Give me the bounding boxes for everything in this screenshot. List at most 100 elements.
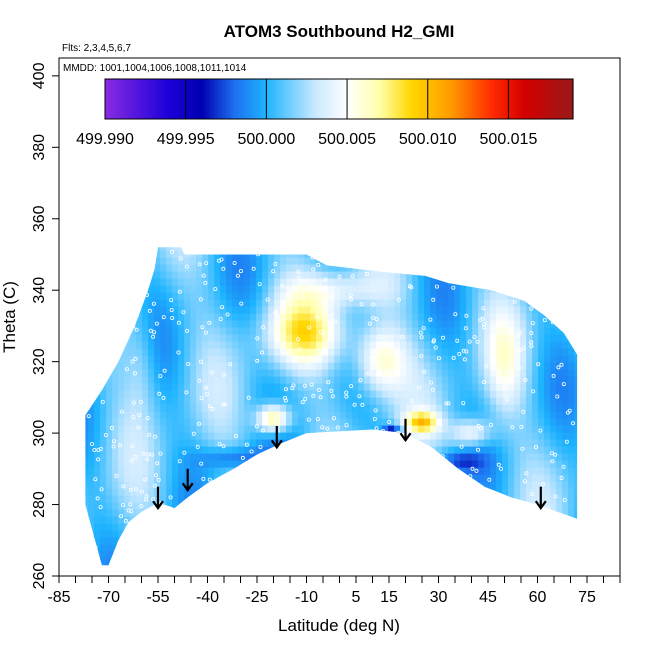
sample-marker — [470, 466, 475, 471]
heatmap-cell — [538, 474, 545, 483]
heatmap-cell — [292, 341, 299, 350]
heatmap-cell — [430, 467, 437, 476]
heatmap-cell — [478, 516, 485, 525]
heatmap-cell — [322, 348, 329, 357]
heatmap-cell — [298, 404, 305, 413]
heatmap-cell — [274, 376, 281, 385]
heatmap-cell — [136, 341, 143, 350]
heatmap-cell — [238, 369, 245, 378]
heatmap-cell — [100, 530, 107, 539]
heatmap-cell — [208, 404, 215, 413]
heatmap-cell — [442, 453, 449, 462]
heatmap-cell — [370, 397, 377, 406]
heatmap-cell — [574, 551, 578, 560]
sample-marker — [320, 439, 325, 444]
heatmap-cell — [244, 271, 251, 280]
sample-marker — [367, 321, 372, 326]
heatmap-cell — [436, 237, 443, 245]
heatmap-cell — [478, 285, 485, 294]
colorbar-segment — [313, 79, 316, 119]
heatmap-cell — [562, 264, 569, 273]
colorbar-segment — [493, 79, 496, 119]
heatmap-cell — [268, 390, 275, 399]
heatmap-cell — [484, 320, 491, 329]
colorbar-segment — [261, 79, 264, 119]
sample-marker — [516, 333, 521, 338]
heatmap-cell — [496, 404, 503, 413]
heatmap-cell — [112, 425, 119, 434]
heatmap-cell — [226, 488, 233, 497]
heatmap-cell — [106, 544, 113, 553]
heatmap-cell — [502, 257, 509, 266]
heatmap-cell — [136, 278, 143, 287]
heatmap-cell — [226, 362, 233, 371]
sample-marker — [303, 499, 308, 504]
heatmap-cell — [478, 397, 485, 406]
heatmap-cell — [556, 376, 563, 385]
heatmap-cell — [262, 460, 269, 469]
heatmap-cell — [142, 341, 149, 350]
heatmap-cell — [166, 355, 173, 364]
heatmap-cell — [106, 397, 113, 406]
y-tick-label: 380 — [31, 134, 48, 161]
heatmap-cell — [310, 247, 317, 252]
heatmap-cell — [268, 509, 275, 518]
heatmap-cell — [394, 247, 401, 252]
sample-marker — [229, 514, 234, 519]
heatmap-cell — [226, 320, 233, 329]
heatmap-cell — [484, 247, 491, 252]
heatmap-cell — [424, 390, 431, 399]
heatmap-cell — [292, 509, 299, 518]
heatmap-cell — [184, 516, 191, 525]
heatmap-cell — [490, 320, 497, 329]
heatmap-cell — [124, 523, 131, 532]
heatmap-cell — [448, 474, 455, 483]
heatmap-cell — [286, 383, 293, 392]
sample-marker — [280, 283, 285, 288]
heatmap-cell — [502, 551, 509, 560]
heatmap-cell — [430, 439, 437, 448]
sample-marker — [303, 396, 308, 401]
colorbar-segment — [361, 79, 364, 119]
heatmap-cell — [514, 474, 521, 483]
colorbar-segment — [149, 79, 152, 119]
heatmap-cell — [580, 503, 587, 511]
heatmap-cell — [130, 453, 137, 462]
heatmap-cell — [574, 481, 578, 490]
heatmap-cell — [148, 397, 155, 406]
colorbar-segment — [471, 79, 474, 119]
heatmap-cell — [460, 278, 467, 287]
colorbar-segment — [227, 79, 230, 119]
heatmap-cell — [286, 544, 293, 553]
heatmap-cell — [178, 250, 185, 259]
heatmap-cell — [442, 439, 449, 448]
heatmap-cell — [358, 257, 365, 266]
heatmap-cell — [466, 425, 473, 434]
heatmap-cell — [118, 306, 125, 315]
heatmap-cell — [394, 376, 401, 385]
heatmap-cell — [304, 474, 311, 483]
heatmap-cell — [334, 460, 341, 469]
heatmap-cell — [190, 369, 197, 378]
heatmap-cell — [340, 404, 347, 413]
heatmap-cell — [334, 488, 341, 497]
heatmap-cell — [430, 411, 437, 420]
heatmap-cell — [562, 397, 569, 406]
heatmap-cell — [220, 502, 227, 511]
heatmap-cell — [346, 327, 353, 336]
colorbar-segment — [467, 79, 470, 119]
sample-marker — [172, 537, 177, 542]
sample-marker — [551, 373, 556, 378]
heatmap-cell — [220, 551, 227, 560]
heatmap-cell — [454, 530, 461, 539]
heatmap-cell — [472, 537, 479, 546]
heatmap-cell — [268, 237, 275, 245]
sample-marker — [449, 512, 454, 517]
heatmap-cell — [568, 369, 575, 378]
heatmap-cell — [502, 523, 509, 532]
heatmap-cell — [358, 250, 365, 259]
heatmap-cell — [310, 278, 317, 287]
heatmap-cell — [514, 257, 521, 266]
sample-marker — [472, 510, 477, 515]
heatmap-cell — [478, 348, 485, 357]
